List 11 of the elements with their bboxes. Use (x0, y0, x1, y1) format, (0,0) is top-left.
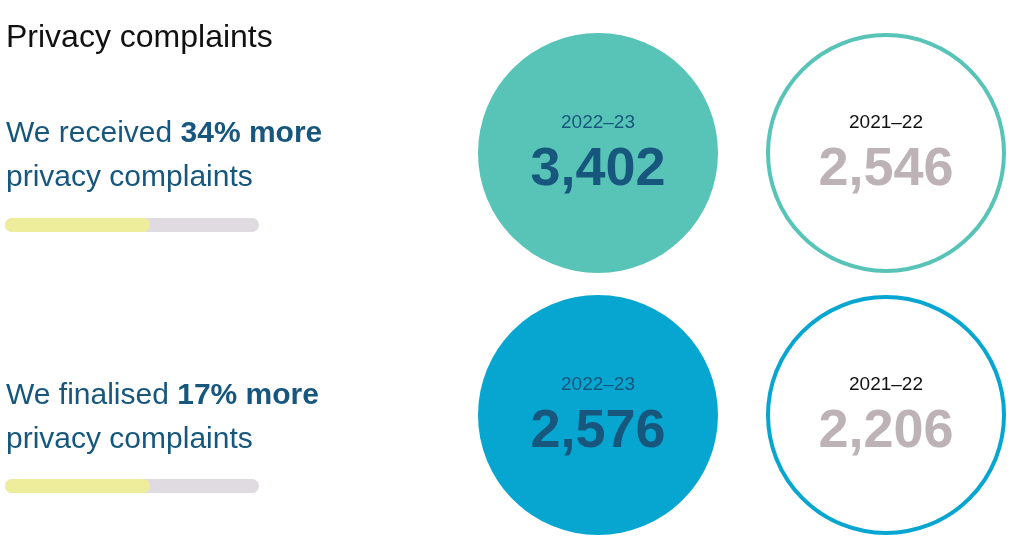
text: We finalised 17% more privacy complaints (6, 377, 319, 454)
data-label: 2,576 (530, 398, 666, 458)
category-label: 2022–23 (561, 373, 635, 394)
data-label: 2,546 (818, 136, 954, 196)
data-label: 3,402 (530, 136, 666, 196)
category-label: 2021–22 (849, 111, 923, 132)
category-label: 2021–22 (849, 373, 923, 394)
text: We received 34% more privacy complaints (6, 115, 323, 192)
text: Privacy complaints (6, 18, 273, 54)
category-label: 2022–23 (561, 111, 635, 132)
data-label: 2,206 (818, 398, 954, 458)
